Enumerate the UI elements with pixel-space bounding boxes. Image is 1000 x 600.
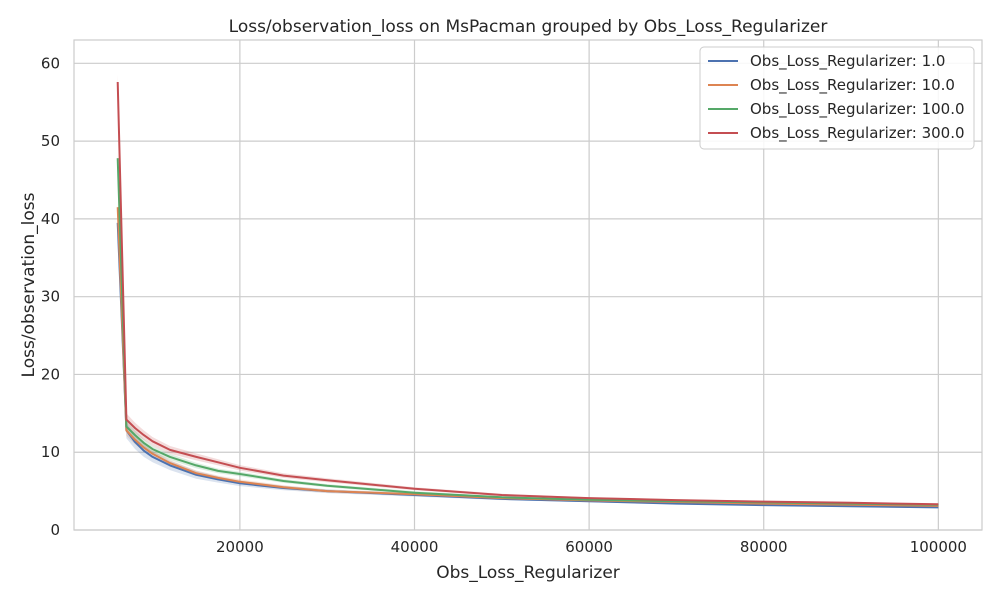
y-tick-label: 20 bbox=[41, 365, 60, 383]
y-tick-label: 10 bbox=[41, 443, 60, 461]
y-tick-label: 40 bbox=[41, 210, 60, 228]
chart-title: Loss/observation_loss on MsPacman groupe… bbox=[229, 17, 828, 37]
y-axis-label: Loss/observation_loss bbox=[19, 192, 39, 377]
series-line bbox=[116, 81, 939, 506]
x-axis-ticks: 20000 40000 60000 80000 100000 bbox=[216, 538, 967, 556]
series-band bbox=[117, 215, 939, 509]
x-tick-label: 100000 bbox=[910, 538, 967, 556]
legend-entry: Obs_Loss_Regularizer: 1.0 bbox=[750, 52, 945, 71]
series-lines bbox=[116, 81, 939, 509]
y-tick-label: 50 bbox=[41, 132, 60, 150]
y-tick-label: 30 bbox=[41, 288, 60, 306]
legend-entry: Obs_Loss_Regularizer: 100.0 bbox=[750, 100, 965, 119]
y-tick-label: 0 bbox=[50, 521, 60, 539]
legend-entry: Obs_Loss_Regularizer: 300.0 bbox=[750, 124, 965, 143]
series-line bbox=[116, 158, 939, 506]
legend-box bbox=[699, 46, 975, 150]
y-tick-label: 60 bbox=[41, 54, 60, 72]
x-tick-label: 60000 bbox=[565, 538, 613, 556]
plot-frame bbox=[73, 39, 983, 531]
x-tick-label: 40000 bbox=[391, 538, 439, 556]
y-axis-ticks: 0 10 20 30 40 50 60 bbox=[41, 54, 60, 539]
legend: Obs_Loss_Regularizer: 1.0 Obs_Loss_Regula… bbox=[699, 46, 975, 150]
series-line bbox=[116, 222, 939, 509]
x-tick-label: 20000 bbox=[216, 538, 264, 556]
x-tick-label: 80000 bbox=[740, 538, 788, 556]
legend-entry: Obs_Loss_Regularizer: 10.0 bbox=[750, 76, 955, 95]
x-axis-label: Obs_Loss_Regularizer bbox=[436, 563, 620, 583]
